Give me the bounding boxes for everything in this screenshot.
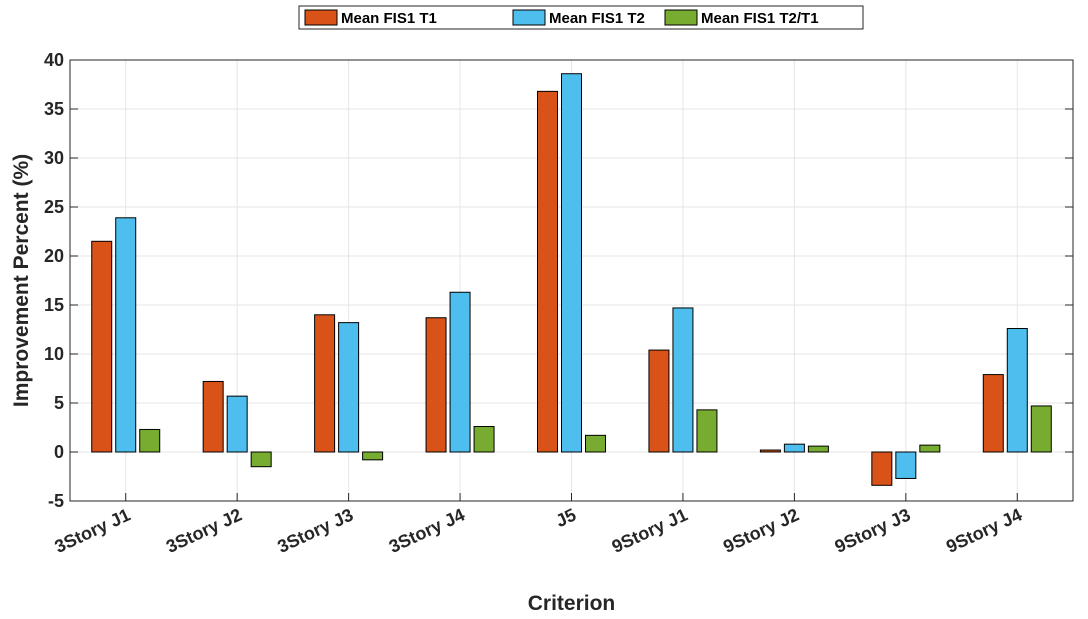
legend-swatch: [512, 9, 546, 26]
bar: [139, 428, 161, 453]
bar: [696, 409, 718, 453]
x-tick-label: 3Story J2: [163, 504, 245, 556]
legend-label: Mean FIS1 T2: [549, 10, 645, 27]
bar: [449, 291, 471, 453]
bar: [537, 90, 558, 453]
legend-swatch: [304, 9, 338, 26]
bar: [338, 322, 360, 453]
bar: [473, 426, 495, 453]
bars: [91, 73, 1052, 486]
bar: [250, 451, 272, 468]
legend-box: [298, 5, 864, 30]
bar: [871, 451, 893, 486]
y-tick-label: 10: [44, 344, 64, 364]
bar: [783, 443, 805, 453]
bar: [1030, 405, 1052, 453]
bar: [362, 451, 384, 461]
bar: [202, 380, 224, 453]
bar: [919, 444, 941, 453]
x-tick-label: 3Story J1: [52, 504, 134, 556]
bar: [648, 349, 670, 453]
y-tick-label: -5: [48, 491, 64, 511]
bar: [807, 445, 829, 453]
bar: [314, 314, 336, 453]
x-tick-label: 9Story J3: [832, 504, 914, 556]
bar: [895, 451, 917, 479]
x-tick-label: 9Story J2: [720, 504, 802, 556]
bar: [759, 449, 781, 453]
y-tick-label: 30: [44, 148, 64, 168]
x-axis-ticks: 3Story J1 3Story J2 3Story J3 3Story J4 J5 9S…: [52, 493, 1025, 557]
y-axis-ticks: -5 0 5 10 15 20 25 30 35 40: [44, 50, 1073, 511]
x-axis-title: Criterion: [528, 592, 616, 615]
x-tick-label: 3Story J4: [386, 504, 468, 556]
bar: [226, 395, 248, 453]
y-tick-label: 0: [54, 442, 64, 462]
bar: [1006, 328, 1028, 453]
legend-swatch: [664, 9, 698, 26]
x-tick-label: 9Story J4: [943, 504, 1025, 556]
y-tick-label: 5: [54, 393, 64, 413]
x-tick-label: 3Story J3: [274, 504, 356, 556]
legend-label: Mean FIS1 T2/T1: [701, 10, 819, 27]
bar: [561, 73, 582, 453]
bar: [425, 317, 447, 453]
y-tick-label: 40: [44, 50, 64, 70]
x-tick-label: 9Story J1: [609, 504, 691, 556]
bar: [91, 240, 113, 453]
legend: Mean FIS1 T1 Mean FIS1 T2 Mean FIS1 T2/T1: [298, 5, 864, 30]
y-axis-title: Improvement Percent (%): [10, 154, 33, 407]
legend-label: Mean FIS1 T1: [341, 10, 437, 27]
y-tick-label: 25: [44, 197, 64, 217]
bar: [115, 217, 137, 453]
y-tick-label: 15: [44, 295, 64, 315]
bar: [672, 307, 694, 453]
bar: [585, 434, 606, 453]
y-tick-label: 35: [44, 99, 64, 119]
y-tick-label: 20: [44, 246, 64, 266]
x-tick-label: J5: [553, 504, 580, 531]
bar: [982, 374, 1004, 453]
